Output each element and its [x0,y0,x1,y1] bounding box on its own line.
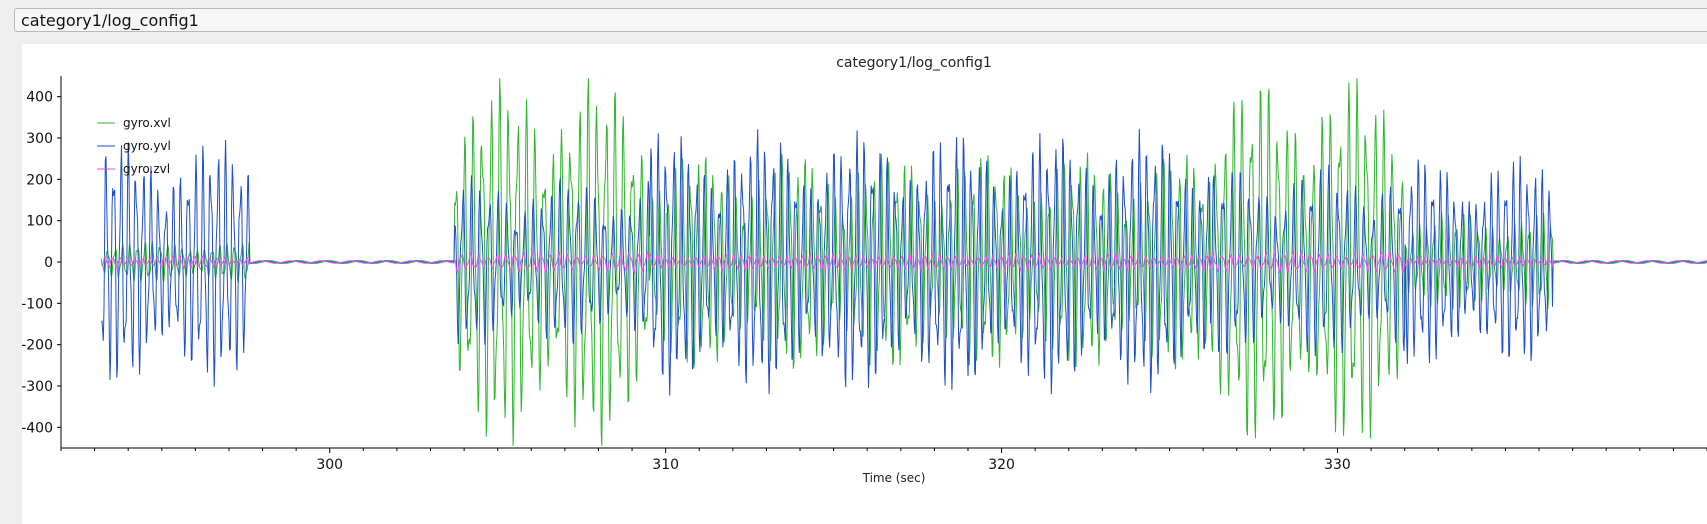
y-tick-label: -100 [22,296,53,312]
chart: category1/log_config1 400 300 200 100 0 -100 -… [22,55,1707,485]
chart-title: category1/log_config1 [836,55,992,71]
y-tick-label: -300 [22,379,53,395]
legend-label: gyro.yvl [123,139,171,153]
y-tick-label: 300 [26,131,53,147]
path-text: category1/log_config1 [21,11,199,30]
legend-label: gyro.xvl [123,116,171,130]
y-tick-label: -400 [22,420,53,436]
x-tick-label: 320 [988,457,1015,473]
y-tick-label: 100 [26,214,53,230]
y-tick-label: 400 [26,90,53,106]
x-tick-label: 330 [1324,457,1351,473]
x-tick-label: 300 [316,457,343,473]
series-line-gyro-zvl [101,249,1707,275]
plot-panel: category1/log_config1 400 300 200 100 0 -100 -… [22,44,1707,524]
y-tick-label: 0 [44,255,53,271]
path-bar[interactable]: category1/log_config1 [14,8,1707,32]
series-line-gyro-xvl [100,78,1707,446]
x-tick-label: 310 [652,457,679,473]
legend-label: gyro.zvl [123,162,170,176]
x-axis-label: Time (sec) [862,471,926,485]
y-tick-label: -200 [22,338,53,354]
y-tick-label: 200 [26,172,53,188]
